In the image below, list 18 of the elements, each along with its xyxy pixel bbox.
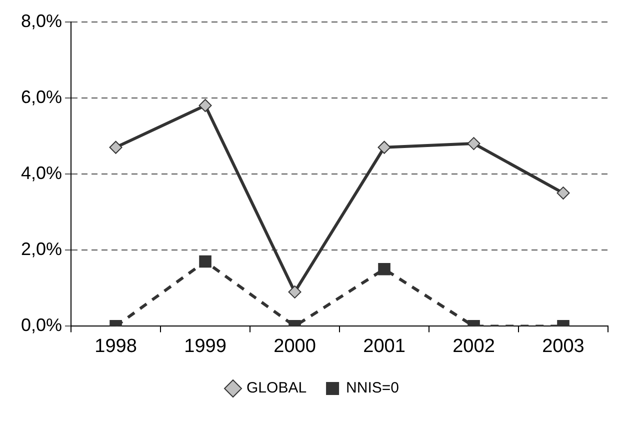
y-tick-label: 0,0% [20, 315, 62, 336]
y-tick-label: 4,0% [20, 162, 62, 183]
y-tick-label: 2,0% [20, 239, 62, 260]
x-tick-label: 2003 [542, 336, 584, 357]
y-tick-label: 8,0% [20, 10, 62, 31]
legend-label: GLOBAL [246, 380, 307, 397]
point [109, 140, 122, 154]
y-tick-label: 6,0% [20, 86, 62, 107]
x-tick-label: 1999 [184, 336, 226, 357]
point [378, 140, 391, 154]
x-tick-label: 1998 [94, 336, 137, 357]
point [556, 186, 570, 200]
x-tick-label: 2000 [274, 336, 316, 357]
point [467, 137, 480, 150]
x-tick-label: 2002 [452, 336, 495, 357]
x-tick-label: 2001 [363, 336, 406, 357]
point [198, 99, 212, 112]
legend-label: NNIS=0 [346, 380, 399, 397]
